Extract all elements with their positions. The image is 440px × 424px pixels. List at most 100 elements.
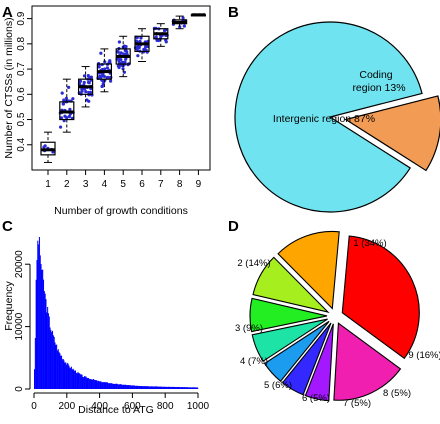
c-histogram-bar xyxy=(101,382,103,389)
c-histogram-bar xyxy=(49,327,51,389)
c-histogram-bar xyxy=(52,335,54,389)
pie-d-slice-4 xyxy=(249,297,328,333)
c-histogram-bar xyxy=(145,386,147,389)
c-histogram-bar xyxy=(185,387,187,389)
pie-d-slice-5 xyxy=(251,318,328,362)
pie-b-slice-intergenic xyxy=(234,21,423,213)
c-histogram-bar xyxy=(149,386,151,389)
a-sample-point xyxy=(68,107,72,111)
a-sample-point xyxy=(86,73,90,78)
c-x-tick-label: 1000 xyxy=(187,401,210,412)
c-x-tick-label: 800 xyxy=(157,401,174,412)
a-sample-point xyxy=(61,102,65,106)
c-histogram-bar xyxy=(39,255,41,389)
c-histogram-bar xyxy=(160,386,162,389)
c-histogram-bar xyxy=(47,306,49,389)
a-sample-point xyxy=(136,54,140,58)
c-histogram-bar xyxy=(44,293,46,389)
c-histogram-bar xyxy=(162,386,164,389)
a-sample-point xyxy=(117,59,121,64)
c-histogram-bar xyxy=(168,386,170,389)
c-histogram-bar xyxy=(114,384,116,389)
c-histogram-bar xyxy=(83,377,85,389)
c-histogram-bar xyxy=(69,367,71,389)
a-y-tick-label: 0.6 xyxy=(16,87,27,101)
panel-a-boxplot: A 0.4 0.5 0.6 0.7 0.8 0.9 1 2 3 4 5 6 7 8 9 Number of… xyxy=(2,4,211,217)
c-histogram-bar xyxy=(117,384,119,389)
panel-a-x-axis-label: Number of growth conditions xyxy=(54,205,188,217)
c-histogram-bar xyxy=(93,379,95,389)
a-y-tick-label: 0.9 xyxy=(16,11,27,25)
c-histogram-bar xyxy=(97,380,99,389)
c-histogram-bar xyxy=(184,387,186,389)
c-histogram-bar xyxy=(143,386,145,389)
c-histogram-bar xyxy=(57,349,59,389)
a-sample-point xyxy=(87,99,91,103)
a-sample-point xyxy=(106,75,110,79)
a-sample-point xyxy=(67,114,71,119)
c-histogram-bar xyxy=(154,386,156,389)
pie-d-label-1: 1 (34%) xyxy=(353,238,386,249)
c-histogram-bar xyxy=(142,386,144,389)
c-histogram-bar xyxy=(172,386,174,389)
c-histogram-bar xyxy=(65,364,67,389)
c-histogram-bar xyxy=(76,373,78,389)
c-histogram-bar xyxy=(174,386,176,389)
c-histogram-bar xyxy=(102,382,104,389)
c-histogram-bar xyxy=(70,368,72,389)
a-y-tick-label: 0.5 xyxy=(16,112,27,126)
a-sample-point xyxy=(108,59,112,63)
c-histogram-bar xyxy=(110,383,112,389)
c-histogram-bar xyxy=(85,376,87,389)
c-histogram-bar xyxy=(176,386,178,389)
c-histogram-bar xyxy=(105,382,107,389)
a-sample-point xyxy=(124,57,128,61)
panel-c-label: C xyxy=(2,218,13,235)
c-histogram-bar xyxy=(116,383,118,389)
c-histogram-bar xyxy=(91,379,93,389)
c-histogram-bar xyxy=(120,384,122,389)
c-histogram-bar xyxy=(81,374,83,389)
c-histogram-bar xyxy=(125,384,127,389)
a-sample-point xyxy=(116,64,120,68)
c-histogram-bar xyxy=(120,384,122,389)
c-histogram-bar xyxy=(155,386,157,389)
a-sample-point xyxy=(116,50,120,54)
c-histogram-bar xyxy=(106,382,108,389)
c-histogram-bar xyxy=(170,386,172,389)
c-histogram-bar xyxy=(156,386,158,389)
a-sample-point xyxy=(122,52,126,56)
c-histogram-bar xyxy=(47,313,49,389)
a-sample-point xyxy=(123,60,127,64)
c-histogram-bar xyxy=(170,386,172,389)
c-histogram-bar xyxy=(147,386,149,389)
a-x-tick-label: 8 xyxy=(177,179,183,190)
panel-b-pie: B Intergenic region 87% Coding region 13… xyxy=(228,4,440,213)
c-histogram-bar xyxy=(89,379,91,389)
a-sample-point xyxy=(137,45,141,50)
c-histogram-bar xyxy=(34,369,36,389)
c-histogram-bar xyxy=(152,386,154,389)
c-histogram-bar xyxy=(90,379,92,389)
c-histogram-bar xyxy=(126,385,128,389)
c-histogram-bar xyxy=(153,386,155,389)
c-histogram-bar xyxy=(65,362,67,389)
c-histogram-bar xyxy=(123,384,125,389)
c-histogram-bar xyxy=(42,269,44,389)
c-histogram-bar xyxy=(188,387,190,389)
c-histogram-bar xyxy=(161,386,163,389)
c-histogram-bar xyxy=(61,359,63,389)
pie-d-slice-6 xyxy=(263,320,330,382)
pie-d-label-3: 3 (9%) xyxy=(235,323,263,334)
c-histogram-bar xyxy=(138,385,140,389)
pie-d-slice-1 xyxy=(341,235,420,360)
c-histogram-bar xyxy=(135,385,137,389)
a-sample-point xyxy=(178,25,182,29)
c-histogram-bar xyxy=(60,355,62,389)
c-histogram-bar xyxy=(166,386,168,389)
c-y-tick-label: 0 xyxy=(14,386,25,392)
a-sample-point xyxy=(43,144,47,148)
c-histogram-bar xyxy=(159,386,161,389)
c-histogram-bar xyxy=(99,381,101,389)
c-histogram-bar xyxy=(113,383,115,389)
